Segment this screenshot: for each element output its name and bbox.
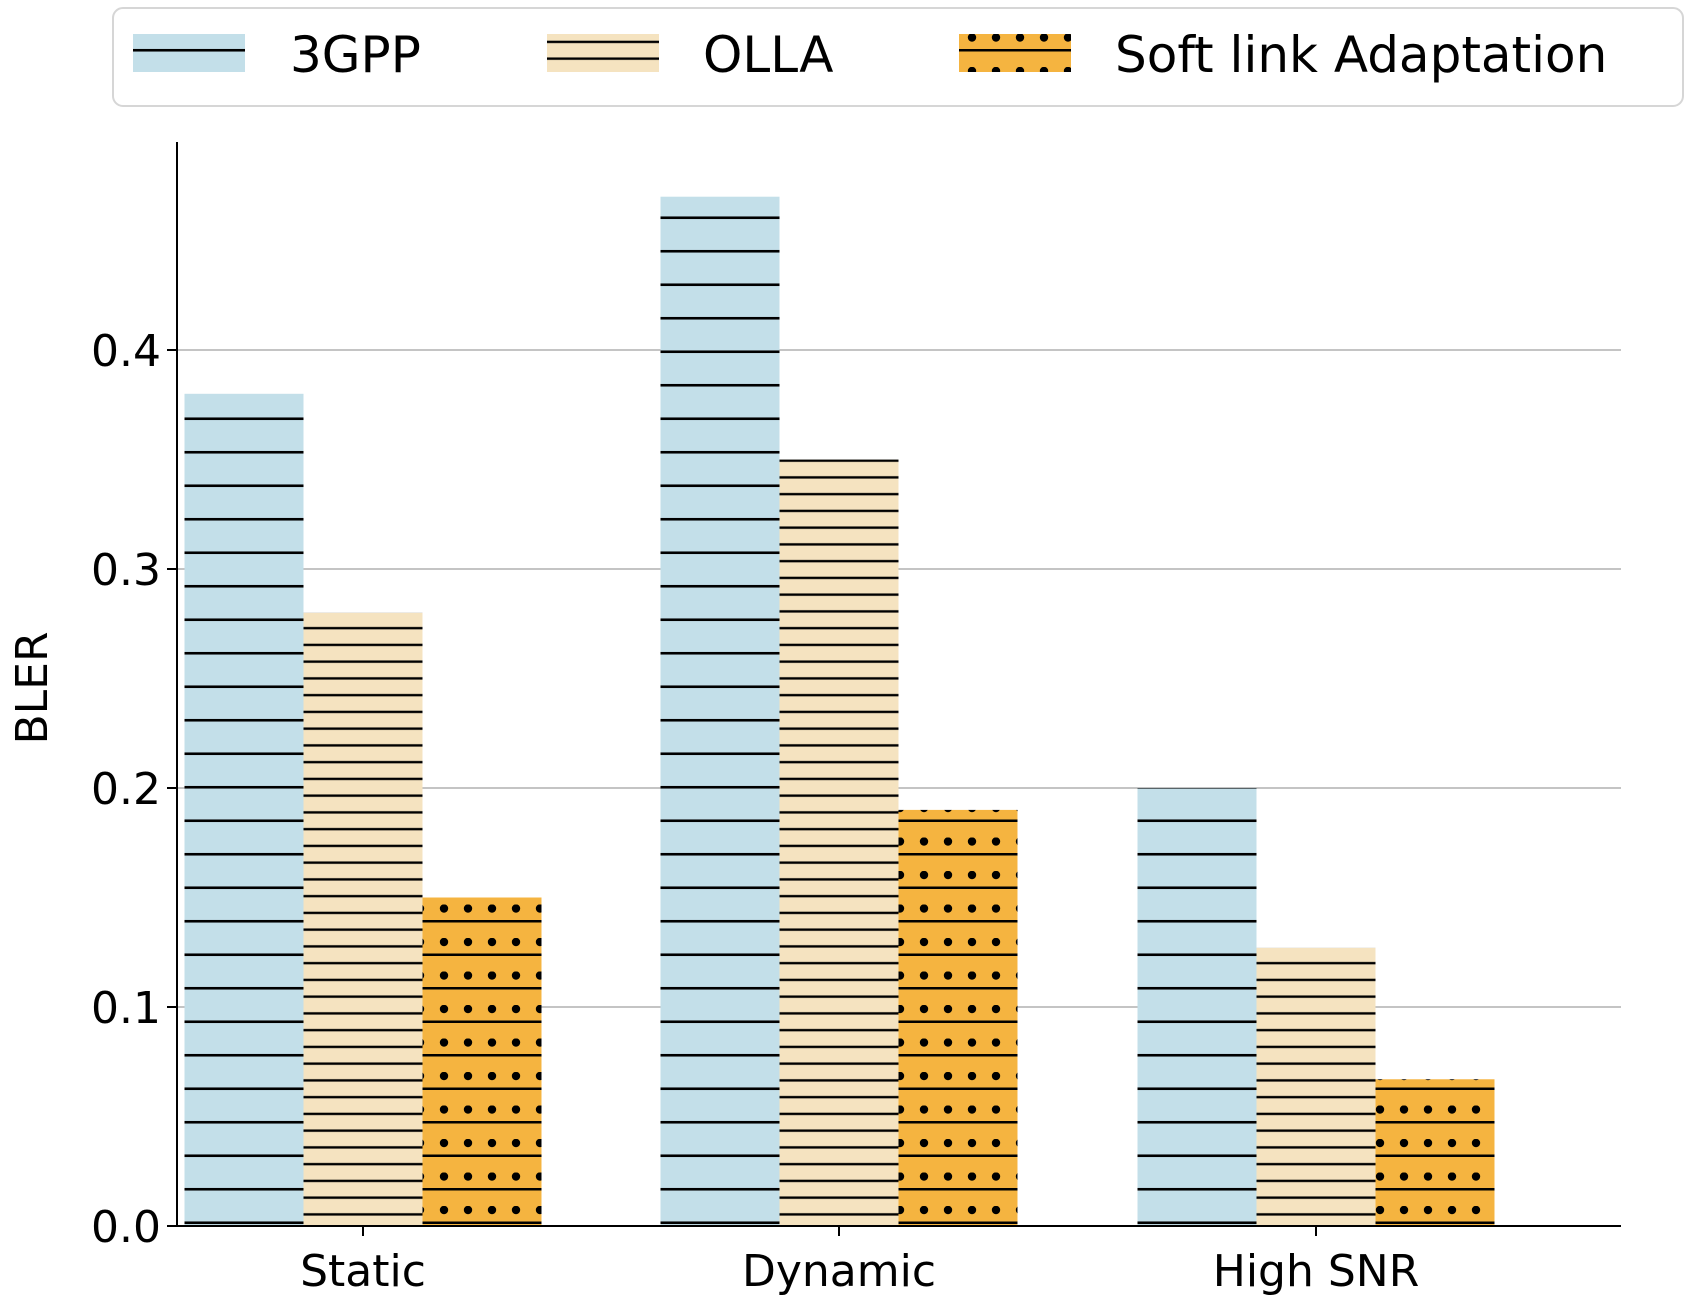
bar-olla-dynamic — [779, 459, 899, 1226]
bar-soft-link-adaptation-high-snr — [1375, 1079, 1495, 1226]
bar-3gpp-dynamic — [660, 196, 780, 1227]
bar-3gpp-static — [184, 393, 304, 1226]
bar-olla-high-snr — [1256, 947, 1376, 1226]
y-tick-label: 0.2 — [91, 764, 161, 815]
legend-swatch-olla — [547, 34, 659, 72]
x-tick-label-dynamic: Dynamic — [742, 1246, 936, 1297]
legend-swatch-soft-link-adaptation — [959, 34, 1071, 72]
y-tick-label: 0.4 — [91, 326, 161, 377]
legend-label-soft-link-adaptation: Soft link Adaptation — [1115, 26, 1607, 84]
x-axis-ticks: Static Dynamic High SNR — [300, 1226, 1419, 1297]
y-tick-label: 0.3 — [91, 545, 161, 596]
y-tick-label: 0.0 — [91, 1202, 161, 1253]
y-axis-title: BLER — [7, 631, 58, 744]
x-tick-label-static: Static — [300, 1246, 426, 1297]
bar-olla-static — [303, 612, 423, 1226]
bar-3gpp-high-snr — [1137, 788, 1257, 1226]
legend-label-olla: OLLA — [703, 26, 833, 84]
y-axis-ticks: 0.0 0.1 0.2 0.3 0.4 — [91, 326, 177, 1253]
bar-soft-link-adaptation-static — [422, 897, 542, 1226]
x-tick-label-high-snr: High SNR — [1213, 1246, 1420, 1297]
bars — [184, 196, 1495, 1227]
bar-soft-link-adaptation-dynamic — [898, 809, 1018, 1226]
legend: 3GPP OLLA Soft link Adaptation — [112, 7, 1684, 107]
legend-frame — [112, 7, 1684, 107]
legend-label-3gpp: 3GPP — [290, 26, 421, 84]
legend-swatch-3gpp — [133, 34, 245, 72]
y-tick-label: 0.1 — [91, 983, 161, 1034]
